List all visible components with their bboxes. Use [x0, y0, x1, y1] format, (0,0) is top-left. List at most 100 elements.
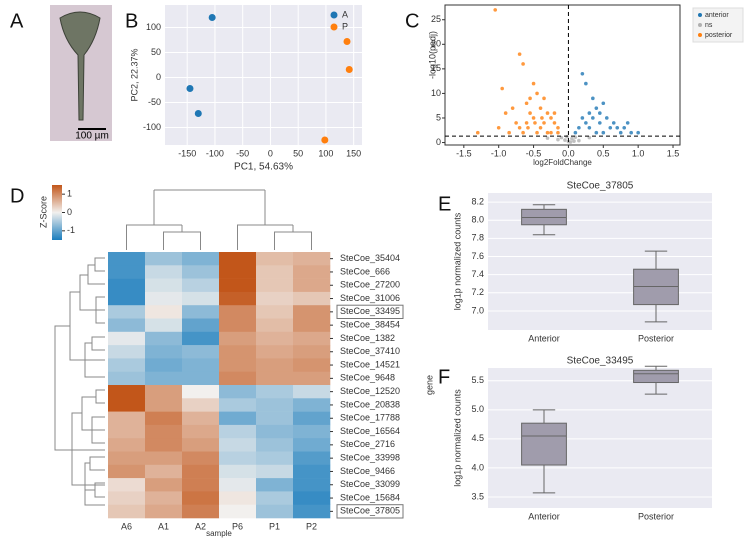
panel-label: A	[10, 10, 24, 32]
heatmap-cell	[256, 305, 294, 319]
point	[573, 130, 578, 135]
point	[514, 121, 518, 125]
point	[552, 121, 557, 125]
heatmap-cell	[256, 265, 294, 279]
point	[528, 111, 532, 115]
y-tick-label: 5.5	[471, 375, 484, 385]
legend-label: posterior	[705, 32, 733, 39]
heatmap-cell	[219, 398, 257, 412]
heatmap-cell	[145, 478, 183, 492]
heatmap-cell	[145, 265, 183, 279]
heatmap-cell	[145, 305, 183, 319]
heatmap-cell	[182, 371, 220, 386]
column-label: P6	[232, 521, 243, 531]
heatmap-cell	[219, 478, 257, 492]
heatmap-cell	[145, 331, 183, 346]
point	[570, 136, 574, 141]
y-tick-label: 5	[436, 112, 441, 122]
point	[601, 130, 606, 135]
point	[549, 130, 553, 135]
heatmap-cell	[108, 345, 146, 359]
point	[584, 121, 588, 125]
point	[601, 101, 606, 106]
heatmap-cell	[145, 398, 183, 412]
y-tick-label: 100	[146, 22, 161, 32]
heatmap-cell	[219, 252, 257, 266]
y-tick-label: 8.2	[471, 196, 484, 206]
row-label: SteCoe_1382	[340, 333, 395, 343]
heatmap-cell	[182, 252, 220, 266]
heatmap-cell	[145, 438, 183, 452]
heatmap-cell	[219, 491, 257, 505]
x-tick-label: Posterior	[638, 333, 674, 343]
point	[604, 116, 609, 120]
x-tick-label: -1.0	[491, 148, 507, 158]
point	[521, 62, 525, 66]
x-tick-label: Posterior	[638, 511, 674, 521]
heatmap-cell	[219, 265, 257, 279]
heatmap-cell	[145, 345, 183, 359]
heatmap-cell	[182, 411, 220, 426]
legend-marker	[698, 23, 702, 27]
point	[521, 130, 525, 135]
column-label: P1	[269, 521, 280, 531]
legend-label: A	[342, 9, 348, 19]
heatmap-cell	[219, 451, 257, 466]
heatmap-cell	[256, 345, 294, 359]
heatmap-cell	[256, 278, 294, 293]
y-tick-label: 4.5	[471, 433, 484, 443]
heatmap-cell	[145, 358, 183, 372]
heatmap-cell	[108, 265, 146, 279]
point	[618, 130, 623, 135]
point	[528, 96, 532, 101]
point	[556, 137, 560, 142]
heatmap-cell	[182, 438, 220, 452]
y-tick-label: 0	[436, 137, 441, 147]
point	[587, 126, 592, 130]
heatmap-cell	[293, 424, 331, 439]
row-label: SteCoe_37805	[340, 506, 400, 516]
heatmap-cell	[293, 398, 331, 412]
heatmap-cell	[256, 504, 294, 519]
heatmap-cell	[108, 491, 146, 505]
x-tick-label: 1.0	[632, 148, 645, 158]
heatmap-cell	[145, 504, 183, 519]
heatmap-cell	[108, 478, 146, 492]
heatmap-cell	[145, 291, 183, 306]
x-tick-label: 50	[293, 148, 303, 158]
heatmap-cell	[219, 278, 257, 293]
highlight-box	[336, 304, 404, 320]
heatmap-cell	[256, 331, 294, 346]
colorbar	[52, 185, 62, 240]
point	[552, 111, 557, 115]
x-tick-label: -150	[178, 148, 196, 158]
heatmap-cell	[293, 318, 331, 333]
heatmap-cell	[219, 305, 257, 319]
heatmap-cell	[219, 411, 257, 426]
x-tick-label: -0.5	[526, 148, 542, 158]
heatmap-cell	[256, 438, 294, 452]
heatmap-cell	[182, 318, 220, 333]
row-label: SteCoe_33998	[340, 453, 400, 463]
point	[587, 111, 592, 115]
point	[538, 126, 543, 130]
heatmap-cell	[256, 371, 294, 386]
point	[611, 121, 616, 125]
heatmap-cell	[219, 371, 257, 386]
point	[507, 130, 511, 135]
y-tick-label: 20	[431, 39, 441, 49]
heatmap-cell	[182, 278, 220, 293]
point	[622, 126, 627, 130]
heatmap-cell	[219, 504, 257, 519]
heatmap-cell	[293, 345, 331, 359]
y-tick-label: 0	[156, 72, 161, 82]
point	[625, 121, 630, 125]
row-label: SteCoe_12520	[340, 386, 400, 396]
highlight-box	[336, 504, 404, 519]
heatmap-cell	[219, 424, 257, 439]
row-label: SteCoe_15684	[340, 492, 400, 502]
point	[556, 126, 560, 130]
x-tick-label: Anterior	[528, 511, 560, 521]
x-axis-label: sample	[206, 529, 232, 538]
